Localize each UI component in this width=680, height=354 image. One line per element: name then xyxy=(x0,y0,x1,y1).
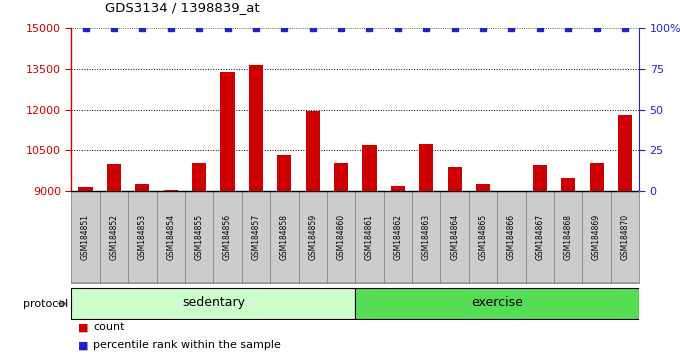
Text: GSM184870: GSM184870 xyxy=(621,214,630,260)
Text: GSM184854: GSM184854 xyxy=(167,214,175,260)
Bar xyxy=(362,145,377,191)
Text: sedentary: sedentary xyxy=(182,296,245,309)
Bar xyxy=(384,191,412,283)
Bar xyxy=(249,65,263,191)
Bar xyxy=(554,191,582,283)
Bar xyxy=(128,191,156,283)
Text: GSM184861: GSM184861 xyxy=(365,214,374,260)
Bar xyxy=(334,162,348,191)
Text: GSM184865: GSM184865 xyxy=(479,214,488,260)
Bar xyxy=(71,289,355,319)
Bar xyxy=(447,167,462,191)
Text: GSM184860: GSM184860 xyxy=(337,214,345,260)
Bar xyxy=(305,111,320,191)
Text: GSM184868: GSM184868 xyxy=(564,214,573,260)
Text: GSM184851: GSM184851 xyxy=(81,214,90,260)
Text: GSM184867: GSM184867 xyxy=(535,214,544,260)
Bar xyxy=(441,191,469,283)
Bar xyxy=(412,191,441,283)
Bar xyxy=(526,191,554,283)
Text: GSM184864: GSM184864 xyxy=(450,214,459,260)
Bar xyxy=(611,191,639,283)
Bar xyxy=(242,191,270,283)
Bar xyxy=(327,191,355,283)
Bar xyxy=(192,162,206,191)
Text: GSM184855: GSM184855 xyxy=(194,214,203,260)
Text: GSM184857: GSM184857 xyxy=(252,214,260,260)
Bar xyxy=(277,154,292,191)
Bar xyxy=(590,162,604,191)
Text: exercise: exercise xyxy=(471,296,523,309)
Bar xyxy=(100,191,128,283)
Text: GSM184863: GSM184863 xyxy=(422,214,430,260)
Text: ■: ■ xyxy=(78,322,88,332)
Text: GSM184853: GSM184853 xyxy=(138,214,147,260)
Bar xyxy=(214,191,242,283)
Bar xyxy=(391,186,405,191)
Bar xyxy=(299,191,327,283)
Bar xyxy=(135,184,150,191)
Text: GSM184856: GSM184856 xyxy=(223,214,232,260)
Bar xyxy=(185,191,214,283)
Bar xyxy=(582,191,611,283)
Bar xyxy=(419,144,433,191)
Bar xyxy=(156,191,185,283)
Text: GSM184859: GSM184859 xyxy=(308,214,317,260)
Bar xyxy=(164,190,178,191)
Text: percentile rank within the sample: percentile rank within the sample xyxy=(93,340,281,350)
Text: GSM184862: GSM184862 xyxy=(394,214,403,260)
Bar xyxy=(107,164,121,191)
Text: GSM184869: GSM184869 xyxy=(592,214,601,260)
Bar xyxy=(220,72,235,191)
Bar xyxy=(469,191,497,283)
Bar xyxy=(71,191,100,283)
Text: GSM184866: GSM184866 xyxy=(507,214,516,260)
Bar xyxy=(355,191,384,283)
Bar xyxy=(532,165,547,191)
Text: count: count xyxy=(93,322,124,332)
Text: protocol: protocol xyxy=(22,298,68,309)
Text: GDS3134 / 1398839_at: GDS3134 / 1398839_at xyxy=(105,1,260,14)
Text: ■: ■ xyxy=(78,340,88,350)
Bar xyxy=(561,178,575,191)
Text: GSM184858: GSM184858 xyxy=(280,214,289,260)
Bar xyxy=(618,115,632,191)
Bar xyxy=(497,191,526,283)
Bar xyxy=(78,187,92,191)
Bar xyxy=(270,191,299,283)
Bar xyxy=(355,289,639,319)
Bar xyxy=(476,184,490,191)
Text: GSM184852: GSM184852 xyxy=(109,214,118,260)
